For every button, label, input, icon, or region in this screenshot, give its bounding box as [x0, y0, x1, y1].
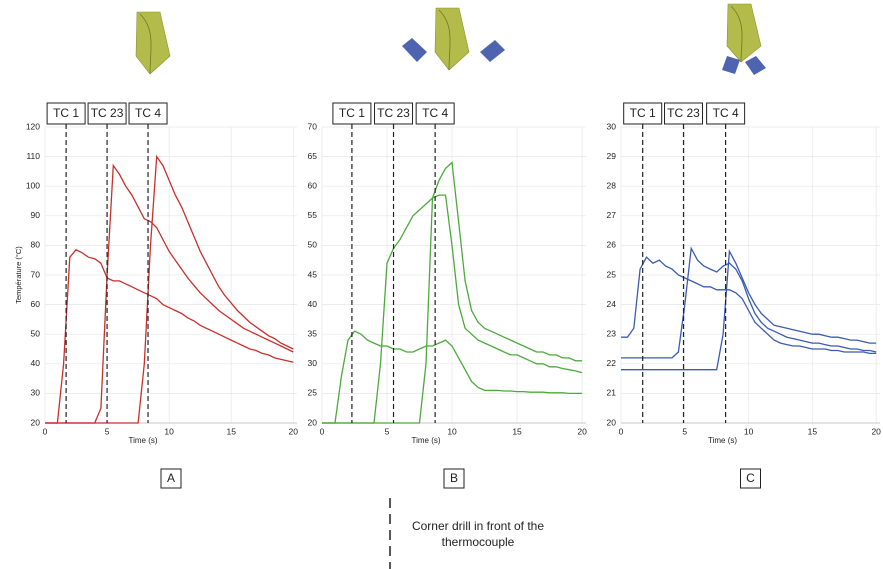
tc-box [374, 102, 414, 125]
y-tick-label: 20 [31, 417, 41, 427]
y-tick-label: 35 [308, 328, 318, 338]
tc-label: TC 4 [135, 106, 161, 120]
x-tick-label: 20 [577, 426, 587, 436]
tc-box [128, 102, 168, 125]
data-line [621, 246, 877, 359]
drill-icon [135, 11, 171, 75]
tc-label: TC 4 [422, 106, 448, 120]
tc-box [415, 102, 455, 125]
y-tick-label: 65 [308, 151, 318, 161]
y-tick-label: 26 [607, 240, 617, 250]
tc-box [332, 102, 372, 125]
y-tick-label: 100 [26, 180, 40, 190]
data-line [45, 154, 294, 424]
y-tick-label: 28 [607, 180, 617, 190]
x-tick-label: 20 [289, 426, 299, 436]
y-tick-label: 55 [308, 210, 318, 220]
tc-label: TC 4 [713, 106, 739, 120]
y-tick-label: 60 [308, 180, 318, 190]
y-axis-title: Température (°C) [14, 246, 23, 304]
panel-label: C [746, 471, 755, 485]
y-tick-label: 22 [607, 358, 617, 368]
y-tick-label: 20 [607, 417, 617, 427]
tc-box [623, 102, 663, 125]
x-tick-label: 10 [164, 426, 174, 436]
tc-box [706, 102, 746, 125]
data-line [621, 256, 877, 355]
tc-label: TC 23 [667, 106, 700, 120]
panel-box [443, 468, 465, 489]
y-tick-label: 23 [607, 328, 617, 338]
y-tick-label: 90 [31, 210, 41, 220]
tc-box [664, 102, 704, 125]
drill-icon [402, 7, 505, 71]
x-tick-label: 15 [226, 426, 236, 436]
y-tick-label: 50 [308, 240, 318, 250]
y-tick-label: 30 [607, 121, 617, 131]
data-line [621, 249, 877, 371]
drill-icon [722, 3, 766, 75]
data-line [322, 330, 583, 424]
x-tick-label: 20 [871, 426, 881, 436]
panel-box [160, 468, 182, 489]
x-tick-label: 10 [744, 426, 754, 436]
x-tick-label: 5 [385, 426, 390, 436]
y-tick-label: 110 [26, 151, 40, 161]
x-axis-title: Time (s) [411, 436, 440, 445]
x-tick-label: 15 [512, 426, 522, 436]
y-tick-label: 29 [607, 151, 617, 161]
y-tick-label: 40 [308, 299, 318, 309]
x-axis-title: Time (s) [708, 436, 737, 445]
y-tick-label: 120 [26, 121, 40, 131]
panel-box [740, 468, 761, 489]
y-tick-label: 40 [31, 358, 41, 368]
y-tick-label: 27 [607, 210, 617, 220]
y-tick-label: 20 [308, 417, 318, 427]
tc-box [87, 102, 127, 125]
y-tick-label: 70 [308, 121, 318, 131]
y-tick-label: 24 [607, 299, 617, 309]
y-tick-label: 80 [31, 240, 41, 250]
tc-label: TC 1 [339, 106, 365, 120]
data-line [45, 248, 294, 424]
x-tick-label: 0 [320, 426, 325, 436]
tc-box [46, 102, 86, 125]
x-tick-label: 5 [105, 426, 110, 436]
y-tick-label: 45 [308, 269, 318, 279]
y-tick-label: 30 [308, 358, 318, 368]
panel-label: A [167, 471, 175, 485]
y-tick-label: 30 [31, 388, 41, 398]
x-tick-label: 5 [682, 426, 687, 436]
y-tick-label: 70 [31, 269, 41, 279]
tc-label: TC 1 [53, 106, 79, 120]
y-tick-label: 21 [607, 388, 617, 398]
x-tick-label: 0 [43, 426, 48, 436]
x-tick-label: 10 [447, 426, 457, 436]
x-tick-label: 15 [808, 426, 818, 436]
x-tick-label: 0 [619, 426, 624, 436]
y-tick-label: 25 [607, 269, 617, 279]
y-tick-label: 60 [31, 299, 41, 309]
panel-label: B [450, 471, 458, 485]
x-axis-title: Time (s) [128, 436, 157, 445]
tc-label: TC 23 [91, 106, 124, 120]
note-text: Corner drill in front of the thermocoupl… [411, 519, 545, 549]
data-line [322, 161, 583, 424]
y-tick-label: 25 [308, 388, 318, 398]
y-tick-label: 50 [31, 328, 41, 338]
tc-label: TC 1 [630, 106, 656, 120]
tc-label: TC 23 [377, 106, 410, 120]
